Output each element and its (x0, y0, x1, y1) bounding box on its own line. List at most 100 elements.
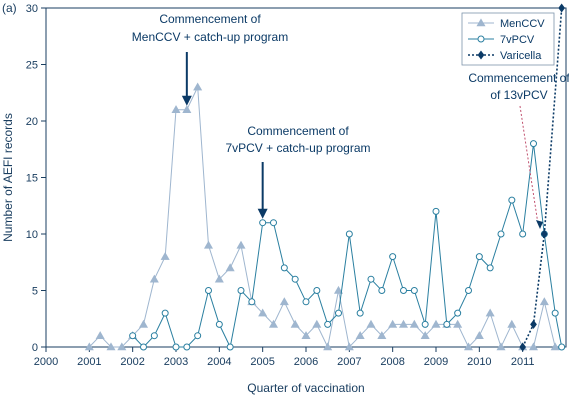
data-point-circle (313, 287, 321, 294)
data-point-circle (215, 320, 223, 328)
data-point-circle (183, 343, 191, 351)
data-point-triangle (138, 319, 149, 328)
annotation-line-2: MenCCV + catch-up program (132, 30, 288, 44)
data-point-triangle (323, 342, 333, 351)
data-point-triangle (117, 342, 127, 351)
data-point-circle (356, 309, 364, 317)
annotation: Commencement of 7vPCV + catch-up program (225, 124, 371, 219)
data-point-circle (161, 309, 169, 317)
data-point-triangle (171, 105, 181, 113)
x-tick-label: 2010 (467, 356, 491, 368)
data-point-triangle (84, 342, 94, 351)
data-point-circle (324, 320, 332, 328)
data-point-triangle (398, 319, 409, 328)
x-tick-label: 2005 (250, 356, 274, 368)
annotation-line-1: Commencement of (468, 71, 569, 85)
data-point-circle (378, 287, 386, 294)
legend-label: 7vPCV (500, 34, 535, 46)
annotation-arrow-head (536, 220, 543, 229)
data-point-circle (226, 343, 234, 351)
data-point-triangle (528, 342, 539, 351)
annotation-line-2: of 13vPCV (490, 88, 547, 102)
y-tick-label: 20 (26, 116, 38, 128)
data-point-circle (477, 35, 485, 43)
y-tick-label: 15 (26, 173, 38, 185)
data-point-triangle (279, 297, 289, 306)
x-tick-label: 2011 (511, 356, 535, 368)
y-tick-label: 30 (26, 3, 38, 15)
data-point-circle (410, 287, 418, 294)
data-point-triangle (268, 319, 279, 328)
data-point-circle (508, 196, 516, 204)
data-point-diamond (519, 342, 527, 352)
data-point-triangle (463, 342, 474, 351)
y-tick-label: 0 (32, 342, 38, 354)
chart-axes: 2000 2001 2002 2003 2004 2005 2006 2007 2008 2009… (26, 3, 567, 368)
series-line (132, 143, 563, 349)
data-point-circle (280, 264, 288, 272)
annotation-line-1: Commencement of (159, 12, 261, 26)
data-point-diamond (558, 3, 566, 13)
x-tick-label: 2002 (120, 356, 144, 368)
data-point-triangle (236, 240, 246, 249)
data-point-triangle (333, 285, 344, 294)
y-axis-label: Number of AEFI records (1, 113, 15, 242)
data-point-circle (129, 332, 137, 340)
data-point-circle (519, 230, 527, 238)
data-point-circle (367, 275, 375, 283)
data-point-circle (530, 140, 537, 148)
x-tick-label: 2003 (164, 356, 188, 368)
data-point-circle (400, 287, 407, 294)
data-point-circle (302, 298, 310, 306)
data-point-triangle (344, 342, 354, 351)
data-point-circle (497, 230, 505, 238)
annotation: Commencement of MenCCV + catch-up program (132, 12, 288, 106)
data-point-diamond (477, 50, 485, 60)
data-point-diamond (540, 229, 548, 239)
data-point-circle (194, 332, 202, 340)
data-point-circle (454, 309, 462, 317)
data-point-triangle (507, 319, 517, 328)
y-tick-label: 10 (26, 229, 38, 241)
legend-label: MenCCV (500, 18, 545, 30)
data-point-triangle (476, 18, 486, 27)
legend-label: Varicella (500, 50, 542, 62)
x-tick-label: 2006 (294, 356, 318, 368)
data-point-triangle (182, 105, 192, 113)
data-point-diamond (530, 319, 537, 329)
panel-label: (a) (2, 1, 17, 15)
chart-series (84, 3, 566, 352)
x-tick-label: 2004 (207, 356, 231, 368)
data-point-triangle (203, 240, 214, 249)
data-point-triangle (149, 274, 159, 283)
chart-annotations: Commencement of MenCCV + catch-up program… (132, 12, 569, 229)
data-point-triangle (258, 308, 268, 317)
data-point-triangle (453, 319, 463, 328)
data-point-circle (558, 343, 566, 351)
data-point-triangle (355, 331, 365, 339)
data-point-circle (205, 287, 212, 294)
data-point-triangle (496, 342, 506, 351)
data-point-triangle (301, 331, 311, 339)
annotation-line-1: Commencement of (247, 124, 349, 138)
data-point-circle (421, 320, 429, 328)
x-tick-label: 2009 (424, 356, 448, 368)
y-tick-label: 5 (32, 286, 38, 298)
x-axis-label: Quarter of vaccination (247, 381, 364, 395)
data-point-circle (475, 253, 483, 261)
data-point-triangle (431, 319, 441, 328)
data-point-triangle (388, 319, 398, 328)
data-point-triangle (550, 342, 560, 351)
y-tick-label: 25 (26, 60, 38, 72)
data-point-triangle (95, 331, 105, 339)
data-point-circle (443, 320, 451, 328)
series-line (521, 7, 563, 348)
data-point-triangle (312, 319, 322, 328)
data-point-circle (237, 287, 245, 294)
data-point-triangle (377, 331, 387, 339)
series-varicella (519, 3, 566, 352)
data-point-triangle (539, 297, 549, 306)
data-point-triangle (225, 263, 235, 272)
data-point-triangle (214, 274, 224, 283)
